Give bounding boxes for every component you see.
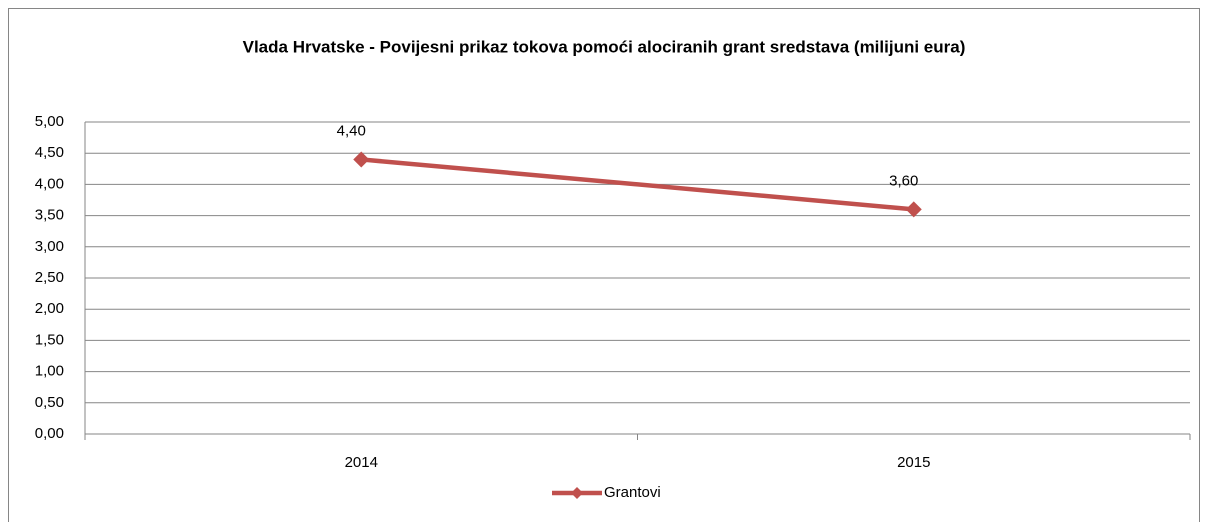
y-tick-label: 3,00 [35,238,64,255]
data-label: 4,40 [337,122,366,139]
y-tick-label: 2,00 [35,300,64,317]
data-point [353,151,370,168]
legend-label: Grantovi [604,484,661,501]
y-tick-label: 4,00 [35,175,64,192]
y-tick-label: 4,50 [35,144,64,161]
chart-title: Vlada Hrvatske - Povijesni prikaz tokova… [243,37,966,56]
data-label: 3,60 [889,172,918,189]
y-tick-label: 1,50 [35,331,64,348]
y-tick-label: 1,00 [35,363,64,380]
y-tick-label: 2,50 [35,269,64,286]
chart-border [8,8,1200,522]
y-tick-label: 3,50 [35,207,64,224]
y-tick-label: 0,00 [35,425,64,442]
x-tick-label: 2015 [897,454,930,471]
x-tick-label: 2014 [345,454,378,471]
series-line [361,157,914,212]
legend-marker [571,487,583,499]
data-point [905,201,922,218]
y-tick-label: 0,50 [35,394,64,411]
y-tick-label: 5,00 [35,113,64,130]
